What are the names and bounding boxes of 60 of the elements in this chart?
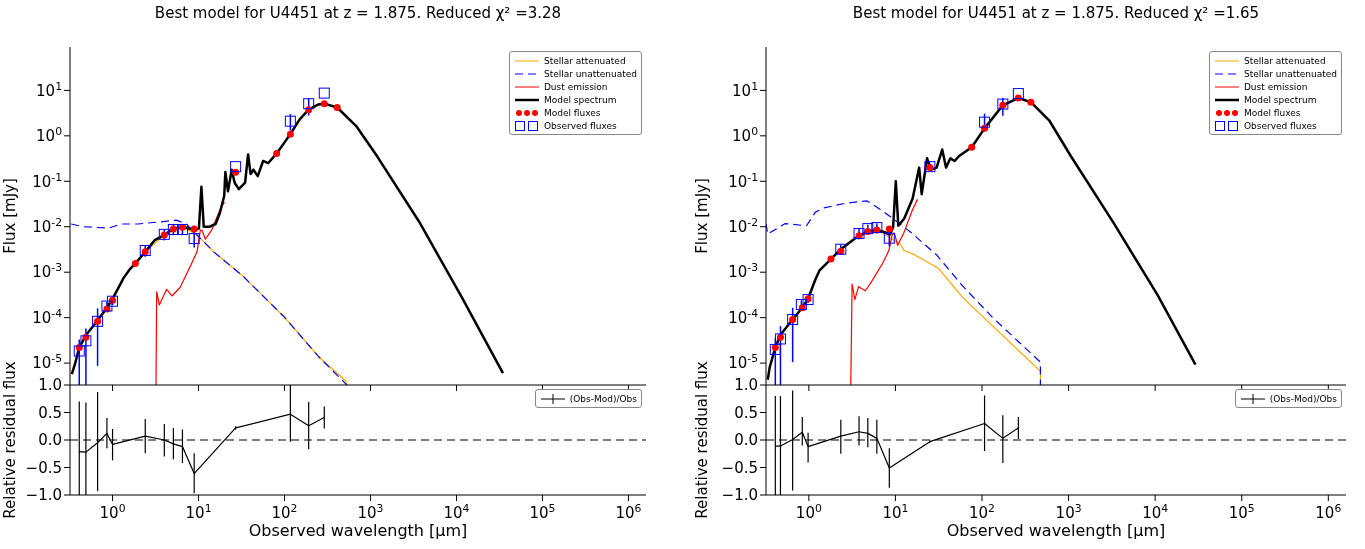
legend-label: Stellar attenuated bbox=[1243, 55, 1326, 66]
legend-label: Dust emission bbox=[1243, 81, 1308, 92]
y-tick-label: 10$^{-3}$ bbox=[32, 260, 62, 282]
y-tick-label: 1.0 bbox=[38, 376, 62, 395]
legend-label: Observed fluxes bbox=[1243, 120, 1317, 131]
legend-label: Model spectrum bbox=[1243, 94, 1317, 105]
y-axis-title: Relative residual flux bbox=[693, 361, 712, 519]
y-tick-label: 10$^{-1}$ bbox=[728, 170, 758, 191]
y-tick-label: 0.0 bbox=[38, 431, 62, 450]
y-tick-label: −1.0 bbox=[25, 486, 62, 505]
chart-title: Best model for U4451 at z = 1.875. Reduced χ² =3.28 bbox=[153, 4, 563, 22]
y-tick-label: 1.0 bbox=[734, 376, 758, 395]
y-tick-label: 10$^{-1}$ bbox=[32, 170, 62, 191]
y-tick-label: −0.5 bbox=[25, 458, 62, 477]
chart-title: Best model for U4451 at z = 1.875. Reduced χ² =1.65 bbox=[851, 4, 1261, 22]
x-axis-title: Observed wavelength [μm] bbox=[945, 521, 1167, 540]
y-tick-label: 10$^{-2}$ bbox=[32, 215, 62, 236]
y-tick-label: 10$^{1}$ bbox=[732, 79, 758, 100]
y-tick-label: 10$^{-5}$ bbox=[32, 351, 62, 373]
y-tick-label: 0.0 bbox=[734, 431, 758, 450]
y-tick-label: 10$^{-5}$ bbox=[728, 351, 758, 373]
x-axis-title: Observed wavelength [μm] bbox=[247, 521, 469, 540]
legend-label: Model fluxes bbox=[1243, 107, 1301, 118]
x-tick-label: 10$^{6}$ bbox=[1315, 501, 1342, 522]
y-tick-label: −1.0 bbox=[721, 486, 758, 505]
x-tick-label: 10$^{3}$ bbox=[357, 501, 384, 522]
x-tick-label: 10$^{6}$ bbox=[615, 501, 642, 522]
y-axis-title: Flux [mJy] bbox=[1, 178, 20, 254]
x-tick-label: 10$^{2}$ bbox=[969, 501, 995, 522]
x-tick-label: 10$^{1}$ bbox=[185, 501, 212, 522]
y-tick-label: 10$^{-4}$ bbox=[32, 306, 63, 327]
legend-label: Model fluxes bbox=[543, 107, 601, 118]
legend-label: Stellar unattenuated bbox=[1243, 68, 1337, 79]
legend-label: Model spectrum bbox=[543, 94, 617, 105]
x-tick-label: 10$^{5}$ bbox=[529, 501, 556, 522]
x-tick-label: 10$^{4}$ bbox=[1142, 501, 1169, 522]
y-axis-title: Flux [mJy] bbox=[693, 178, 712, 254]
y-tick-label: 10$^{0}$ bbox=[732, 124, 759, 146]
legend-label: (Obs-Mod)/Obs bbox=[569, 393, 637, 404]
x-tick-label: 10$^{0}$ bbox=[99, 501, 126, 522]
x-tick-label: 10$^{1}$ bbox=[882, 501, 909, 522]
y-tick-label: 10$^{-4}$ bbox=[728, 306, 759, 327]
y-tick-label: 10$^{0}$ bbox=[36, 124, 63, 146]
x-tick-label: 10$^{4}$ bbox=[443, 501, 470, 522]
y-tick-label: 10$^{1}$ bbox=[36, 79, 62, 100]
y-tick-label: 10$^{-3}$ bbox=[728, 260, 758, 282]
legend-label: Observed fluxes bbox=[543, 120, 617, 131]
x-tick-label: 10$^{5}$ bbox=[1228, 501, 1255, 522]
y-tick-label: 10$^{-2}$ bbox=[728, 215, 758, 236]
x-tick-label: 10$^{0}$ bbox=[795, 501, 822, 522]
y-tick-label: −0.5 bbox=[721, 458, 758, 477]
legend-label: Stellar attenuated bbox=[543, 55, 626, 66]
y-tick-label: 0.5 bbox=[734, 403, 758, 422]
y-axis-title: Relative residual flux bbox=[1, 361, 20, 519]
x-tick-label: 10$^{2}$ bbox=[271, 501, 298, 522]
legend-label: Stellar unattenuated bbox=[543, 68, 637, 79]
y-tick-label: 0.5 bbox=[38, 403, 62, 422]
legend-label: (Obs-Mod)/Obs bbox=[1269, 393, 1337, 404]
legend-label: Dust emission bbox=[543, 81, 608, 92]
x-tick-label: 10$^{3}$ bbox=[1055, 501, 1082, 522]
